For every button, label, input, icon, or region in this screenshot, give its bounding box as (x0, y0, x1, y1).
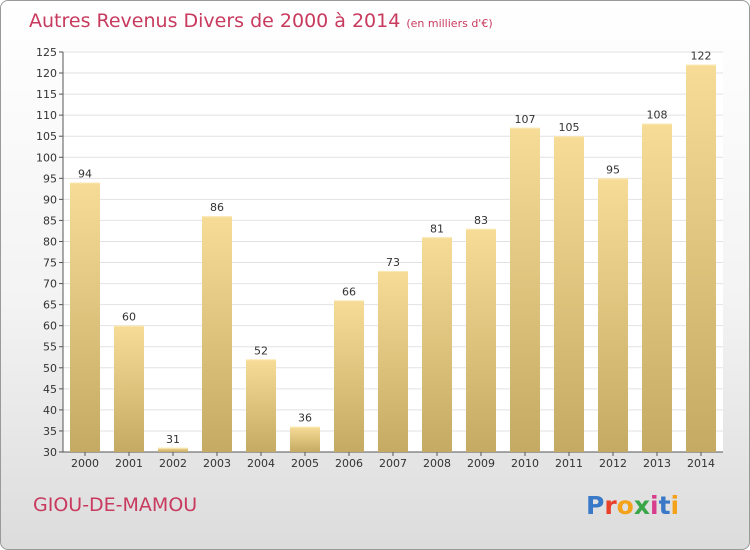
proxiti-logo: Proxiti (586, 491, 680, 520)
y-tick-label: 55 (43, 341, 57, 354)
bar-value-label: 73 (386, 256, 400, 269)
y-tick-label: 60 (43, 320, 57, 333)
bar (554, 136, 584, 453)
bar-value-label: 83 (474, 214, 488, 227)
x-tick-label: 2000 (71, 457, 99, 470)
y-tick-label: 100 (36, 151, 57, 164)
y-tick-label: 125 (36, 46, 57, 59)
bar-value-label: 81 (430, 222, 444, 235)
bar (510, 127, 540, 452)
y-tick-label: 120 (36, 67, 57, 80)
y-tick-label: 45 (43, 383, 57, 396)
chart-title-text: Autres Revenus Divers de 2000 à 2014 (29, 10, 401, 32)
bar (290, 426, 320, 452)
bar (686, 64, 716, 452)
x-tick-label: 2010 (511, 457, 539, 470)
x-tick-label: 2005 (291, 457, 319, 470)
bar-value-label: 60 (122, 311, 136, 324)
x-tick-label: 2003 (203, 457, 231, 470)
bar (642, 123, 672, 452)
y-tick-label: 40 (43, 404, 57, 417)
x-tick-label: 2013 (643, 457, 671, 470)
bar-value-label: 108 (647, 109, 668, 122)
y-tick-label: 75 (43, 257, 57, 270)
x-tick-label: 2001 (115, 457, 143, 470)
y-tick-label: 85 (43, 214, 57, 227)
y-tick-label: 110 (36, 109, 57, 122)
bar-value-label: 94 (78, 168, 92, 181)
x-tick-label: 2006 (335, 457, 363, 470)
y-tick-label: 50 (43, 362, 57, 375)
x-tick-label: 2007 (379, 457, 407, 470)
bar (598, 178, 628, 452)
bar-value-label: 31 (166, 433, 180, 446)
commune-name: GIOU-DE-MAMOU (33, 494, 198, 516)
bar-value-label: 105 (559, 121, 580, 134)
bar-value-label: 52 (254, 344, 268, 357)
bar-value-label: 36 (298, 412, 312, 425)
x-tick-label: 2014 (687, 457, 715, 470)
y-tick-label: 95 (43, 172, 57, 185)
bar-value-label: 66 (342, 285, 356, 298)
y-tick-label: 115 (36, 88, 57, 101)
bar (422, 237, 452, 452)
bar (246, 359, 276, 452)
chart-title: Autres Revenus Divers de 2000 à 2014 (en … (29, 10, 493, 32)
bar (202, 216, 232, 452)
bar (70, 182, 100, 453)
x-tick-label: 2008 (423, 457, 451, 470)
x-tick-label: 2012 (599, 457, 627, 470)
y-tick-label: 35 (43, 425, 57, 438)
y-tick-label: 90 (43, 193, 57, 206)
bar-value-label: 122 (691, 50, 712, 63)
bar (114, 325, 144, 452)
y-tick-label: 65 (43, 299, 57, 312)
bar (378, 270, 408, 452)
bar (466, 228, 496, 452)
bar-value-label: 107 (515, 113, 536, 126)
y-tick-label: 105 (36, 130, 57, 143)
bar (334, 300, 364, 452)
bar-value-label: 86 (210, 201, 224, 214)
y-tick-label: 30 (43, 446, 57, 459)
bar-value-label: 95 (606, 163, 620, 176)
chart-unit: (en milliers d'€) (406, 17, 493, 30)
x-tick-label: 2002 (159, 457, 187, 470)
y-tick-label: 80 (43, 235, 57, 248)
x-tick-label: 2009 (467, 457, 495, 470)
bar (158, 447, 188, 452)
y-tick-label: 70 (43, 278, 57, 291)
x-tick-label: 2004 (247, 457, 275, 470)
x-tick-label: 2011 (555, 457, 583, 470)
